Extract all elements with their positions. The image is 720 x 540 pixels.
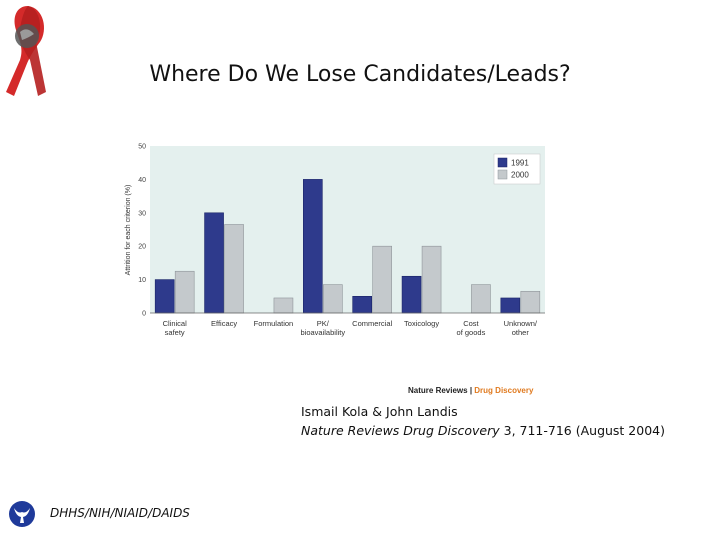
bar-1991-0 (154, 279, 175, 314)
y-axis-label: Attrition for each criterion (%) (125, 185, 132, 276)
x-tick-label: other (512, 328, 530, 337)
citation-authors: Ismail Kola & John Landis (301, 404, 458, 419)
legend-label-2000: 2000 (511, 171, 529, 180)
citation: Ismail Kola & John Landis Nature Reviews… (301, 402, 665, 440)
hhs-eagle-icon (9, 501, 35, 527)
x-tick-label: Clinical (163, 319, 188, 328)
y-tick-label: 40 (138, 177, 146, 184)
citation-journal: Nature Reviews Drug Discovery (301, 423, 500, 438)
x-tick-label: Unknown/ (504, 319, 538, 328)
legend-label-1991: 1991 (511, 159, 529, 168)
x-tick-label: Efficacy (211, 319, 237, 328)
citation-source: Nature Reviews Drug Discovery 3, 711-716… (301, 421, 665, 440)
attrition-bar-chart: Attrition for each criterion (%) 0 10 20 30… (125, 144, 545, 337)
citation-details: 3, 711-716 (August 2004) (499, 423, 665, 438)
x-tick-label: Formulation (254, 319, 294, 328)
x-tick-label: Commercial (352, 319, 392, 328)
x-tick-label: PK/ (317, 319, 330, 328)
bar-1991-3 (303, 179, 323, 314)
agency-name: DHHS/NIH/NIAID/DAIDS (50, 506, 190, 520)
credit-prefix: Nature Reviews (408, 386, 468, 395)
bar-1991-4 (352, 296, 372, 314)
y-tick-label: 30 (138, 210, 146, 217)
y-tick-label: 0 (142, 311, 146, 318)
legend-swatch-1991 (497, 157, 508, 168)
bar-2000-4 (372, 245, 392, 314)
bar-1991-7 (500, 297, 521, 314)
y-tick-label: 10 (138, 277, 146, 284)
bar-2000-5 (421, 245, 442, 314)
bar-1991-1 (204, 212, 224, 314)
bar-2000-1 (224, 224, 244, 314)
bar-2000-3 (323, 284, 343, 314)
x-tick-label: bioavailability (301, 328, 346, 337)
y-tick-label: 50 (138, 144, 146, 151)
x-tick-label: of goods (457, 328, 486, 337)
x-tick-label: safety (165, 328, 185, 337)
slide-title: Where Do We Lose Candidates/Leads? (149, 62, 571, 87)
credit-separator: | (467, 386, 475, 395)
figure-credit: Nature Reviews | Drug Discovery (408, 386, 533, 395)
bar-2000-6 (471, 284, 491, 314)
bar-1991-5 (401, 275, 422, 314)
bar-2000-0 (174, 270, 195, 314)
legend-swatch-2000 (497, 169, 508, 180)
y-axis-ticks: 0 10 20 30 40 50 (138, 144, 146, 318)
x-tick-label: Cost (463, 319, 479, 328)
bar-2000-7 (520, 290, 541, 314)
bar-series (154, 179, 541, 314)
y-tick-label: 20 (138, 244, 146, 251)
x-tick-label: Toxicology (404, 319, 439, 328)
aids-ribbon-logo (6, 6, 46, 96)
bar-2000-2 (273, 297, 294, 314)
credit-brand: Drug Discovery (474, 386, 534, 395)
legend: 1991 2000 (493, 153, 541, 185)
